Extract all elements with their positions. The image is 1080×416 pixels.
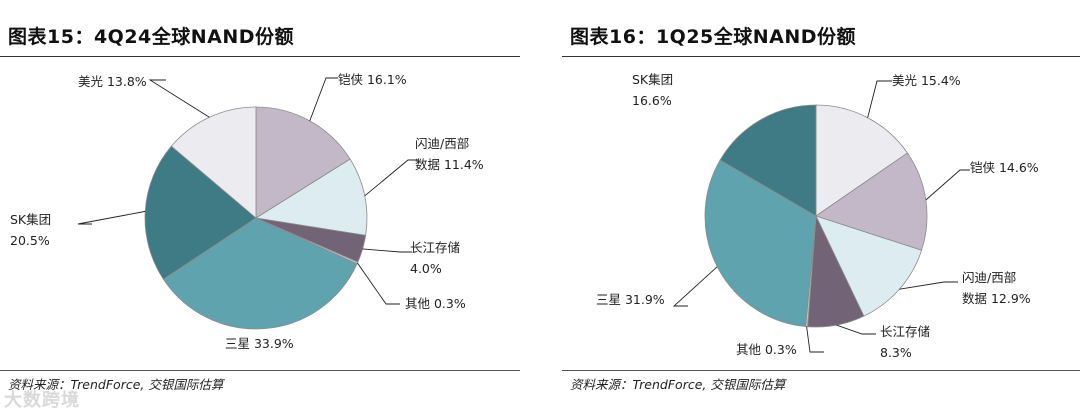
chart-panel-1q25: 图表16：1Q25全球NAND份额 美光 15.4% 铠侠 14.6% 闪迪/西部数… — [562, 0, 1080, 416]
leader-line — [899, 281, 958, 290]
data-label: 其他 0.3% — [736, 342, 797, 357]
leader-line — [925, 169, 970, 201]
leader-line — [362, 248, 412, 253]
pie-chart-4q24: 铠侠 16.1% 闪迪/西部数据 11.4% 长江存储 4.0% 其他 0.3% 三星 3… — [10, 72, 484, 351]
data-label: 美光 13.8% — [78, 74, 147, 89]
pie-slice — [144, 145, 257, 280]
pie-slice — [815, 152, 928, 251]
pie-slice — [170, 106, 257, 219]
data-label: SK集团 16.6% — [632, 72, 673, 108]
pie-slice — [704, 159, 817, 327]
leader-line — [77, 210, 146, 225]
data-label: 闪迪/西部数据 11.4% — [415, 136, 484, 172]
leader-line — [148, 79, 210, 118]
data-label: 三星 31.9% — [596, 292, 665, 307]
data-label: 长江存储 4.0% — [410, 240, 460, 276]
pie-slice — [255, 106, 351, 219]
pie-slice — [254, 158, 368, 236]
source-rule — [562, 370, 1080, 371]
pie-slice — [815, 104, 908, 217]
leader-line — [867, 80, 892, 118]
pie-chart-1q25: 美光 15.4% 铠侠 14.6% 闪迪/西部数据 12.9% 长江存储 8.3% 其他 … — [596, 72, 1039, 360]
title-rule — [0, 56, 520, 57]
source-rule — [0, 370, 520, 371]
pie-slice — [162, 217, 358, 330]
leader-line — [672, 266, 718, 307]
data-label: SK集团 20.5% — [10, 212, 51, 248]
pie-slice — [719, 104, 817, 217]
data-label: 三星 33.9% — [225, 336, 294, 351]
leader-line — [309, 77, 338, 122]
chart-title: 图表16：1Q25全球NAND份额 — [570, 26, 857, 48]
source-note: 资料来源：TrendForce, 交银国际估算 — [570, 377, 786, 392]
data-label: 其他 0.3% — [405, 296, 466, 311]
leader-line — [364, 159, 418, 197]
leader-line — [357, 262, 400, 305]
data-label: 长江存储 8.3% — [880, 324, 930, 360]
chart-title: 图表15：4Q24全球NAND份额 — [8, 26, 295, 48]
source-note: 资料来源：TrendForce, 交银国际估算 — [8, 377, 224, 392]
data-label: 闪迪/西部数据 12.9% — [962, 270, 1031, 306]
leader-line — [806, 326, 824, 353]
chart-panel-4q24: 图表15：4Q24全球NAND份额 铠侠 16.1% 闪迪/西部数据 11.4% 长… — [0, 0, 520, 416]
title-rule — [562, 56, 1080, 57]
leader-line — [836, 324, 876, 335]
data-label: 美光 15.4% — [892, 73, 961, 88]
data-label: 铠侠 14.6% — [970, 160, 1039, 175]
pie-slice — [815, 215, 923, 317]
data-label: 铠侠 16.1% — [338, 72, 407, 87]
watermark-logo: 大数跨境 — [4, 390, 80, 411]
